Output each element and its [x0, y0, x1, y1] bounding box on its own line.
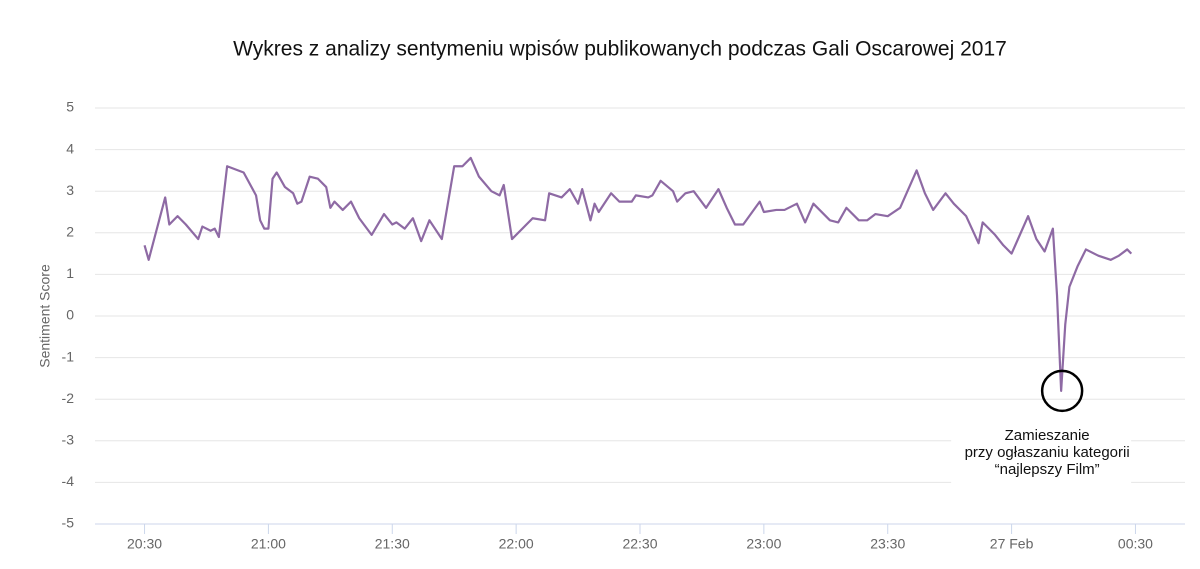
x-tick-label: 00:30	[1118, 536, 1153, 552]
x-tick-label: 23:00	[746, 536, 781, 552]
y-tick-label: -3	[62, 432, 75, 448]
chart-title: Wykres z analizy sentymeniu wpisów publi…	[233, 38, 1007, 61]
line-series	[143, 156, 1133, 392]
y-tick-label: -4	[62, 473, 75, 489]
x-tick-label: 20:30	[127, 536, 162, 552]
y-tick-label: 0	[66, 307, 74, 323]
y-tick-label: 5	[66, 99, 74, 115]
y-tick-label: 4	[66, 140, 74, 156]
annotation-box	[951, 424, 1132, 491]
annotation-text: Zamieszanie	[1005, 427, 1090, 444]
annotation-text: “najlepszy Film”	[995, 461, 1100, 478]
y-tick-label: -1	[62, 348, 75, 364]
x-tick-label: 27 Feb	[990, 536, 1034, 552]
y-tick-label: -2	[62, 390, 75, 406]
y-tick-label: -5	[62, 515, 75, 531]
y-axis-label: Sentiment Score	[37, 264, 53, 368]
y-tick-label: 3	[66, 182, 74, 198]
x-tick-label: 22:30	[622, 536, 657, 552]
annotation-text: przy ogłaszaniu kategorii	[965, 444, 1130, 461]
x-tick-label: 21:00	[251, 536, 286, 552]
x-tick-label: 23:30	[870, 536, 905, 552]
y-tick-label: 2	[66, 224, 74, 240]
annotation-circle	[1040, 369, 1084, 413]
y-tick-label: 1	[66, 265, 74, 281]
x-tick-label: 22:00	[499, 536, 534, 552]
x-tick-label: 21:30	[375, 536, 410, 552]
